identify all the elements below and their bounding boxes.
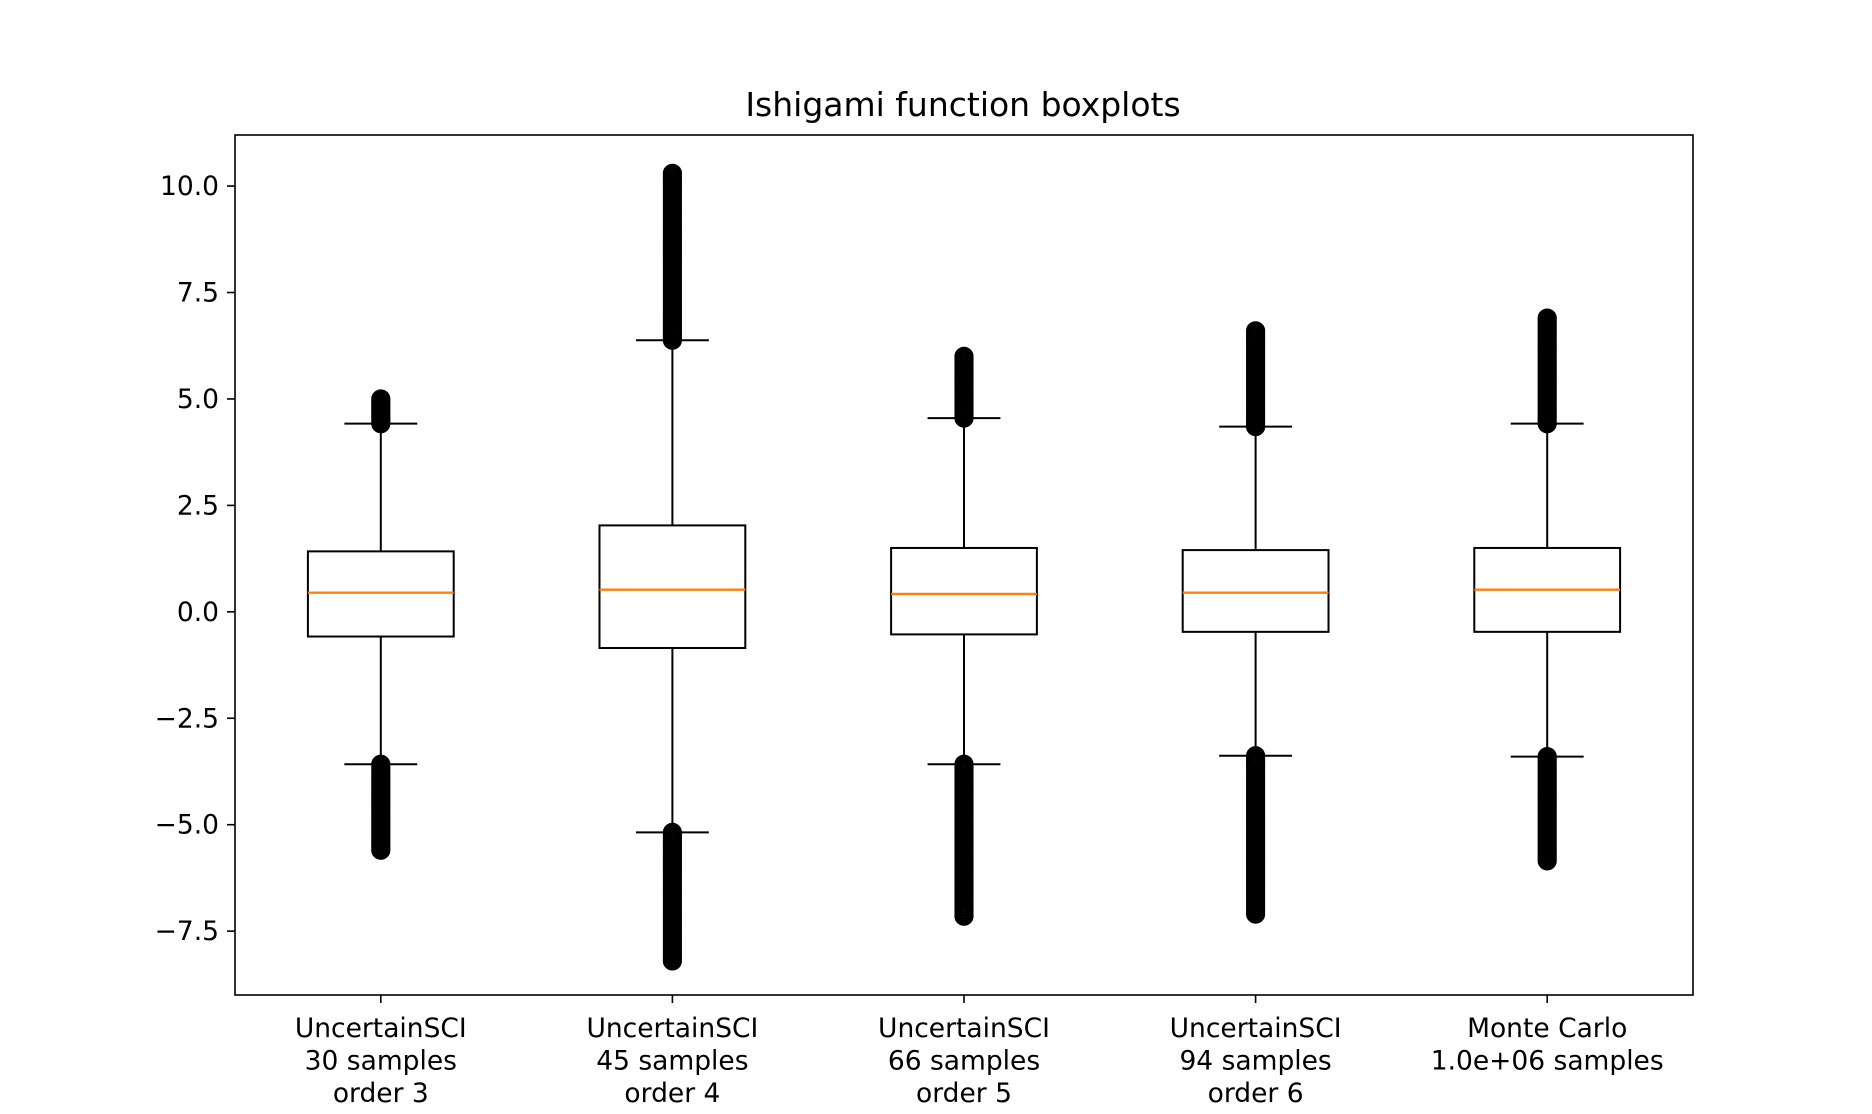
- box-iqr: [598, 524, 747, 650]
- flier-point-high: [662, 163, 683, 183]
- flier-point-high: [954, 346, 974, 366]
- axes-frame: [234, 134, 1694, 996]
- plot-area: −7.5 −5.0 −2.5 0.0 2.5 5.0 7.5 10.0 UncertainSCI…: [155, 163, 1664, 1109]
- x-tick-label-line: UncertainSCI: [1170, 1013, 1342, 1044]
- chart-title: Ishigami function boxplots: [745, 85, 1180, 124]
- flier-point-high: [1245, 321, 1266, 341]
- box-iqr: [890, 546, 1038, 636]
- box-iqr: [306, 550, 455, 638]
- x-tick-label-line: order 5: [916, 1078, 1012, 1109]
- y-tick-label: −7.5: [155, 916, 219, 947]
- y-tick-label: 2.5: [177, 490, 219, 521]
- x-tick-label-line: 45 samples: [596, 1046, 748, 1077]
- y-tick-label: 5.0: [177, 384, 219, 415]
- y-tick-label: 0.0: [177, 597, 219, 628]
- x-tick-label: UncertainSCI 94 samples order 6: [1170, 1013, 1342, 1109]
- x-tick-label-line: UncertainSCI: [295, 1013, 467, 1044]
- x-tick-label: UncertainSCI 45 samples order 4: [586, 1013, 758, 1109]
- x-tick-label: UncertainSCI 66 samples order 5: [878, 1013, 1050, 1109]
- x-tick-label-line: 94 samples: [1179, 1046, 1331, 1077]
- y-tick-label: −5.0: [155, 810, 219, 841]
- x-tick-label-line: 1.0e+06 samples: [1431, 1046, 1664, 1077]
- x-tick-label-line: order 3: [333, 1078, 429, 1109]
- x-tick-label-line: 66 samples: [888, 1046, 1040, 1077]
- x-tick-label-line: UncertainSCI: [586, 1013, 758, 1044]
- box-iqr: [1181, 549, 1330, 633]
- x-tick-label-line: order 6: [1208, 1078, 1304, 1109]
- x-tick-label: UncertainSCI 30 samples order 3: [295, 1013, 467, 1109]
- y-tick-label: −2.5: [155, 703, 219, 734]
- y-tick-label: 10.0: [160, 171, 219, 202]
- x-tick-label-line: order 4: [624, 1078, 720, 1109]
- flier-point-high: [1537, 308, 1557, 328]
- x-tick-label-line: Monte Carlo: [1467, 1013, 1627, 1044]
- flier-point-high: [371, 389, 391, 409]
- x-tick-label: Monte Carlo 1.0e+06 samples: [1431, 1013, 1664, 1077]
- x-tick-label-line: 30 samples: [305, 1046, 457, 1077]
- y-tick-label: 7.5: [177, 278, 219, 309]
- x-tick-label-line: UncertainSCI: [878, 1013, 1050, 1044]
